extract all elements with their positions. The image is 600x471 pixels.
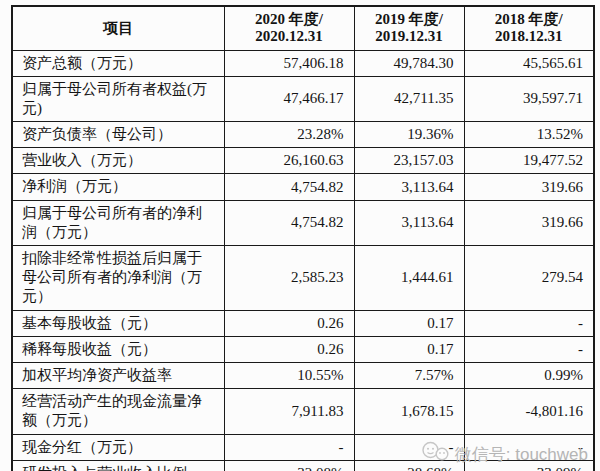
financial-highlights-table: 项目 2020 年度/ 2020.12.31 2019 年度/ 2019.12.… — [11, 5, 595, 471]
cell-2020: 7,911.83 — [224, 389, 354, 434]
header-2020-line1: 2020 年度/ — [229, 11, 350, 28]
cell-2020: 0.26 — [224, 310, 354, 336]
header-2019: 2019 年度/ 2019.12.31 — [354, 6, 464, 50]
row-label: 稀释每股收益（元） — [12, 336, 224, 362]
table-row: 归属于母公司所有者权益(万元) 47,466.17 42,711.35 39,5… — [12, 76, 594, 121]
cell-2018: 279.54 — [464, 246, 594, 311]
watermark: 微信号: touchweb — [421, 441, 588, 467]
table-row: 营业收入（万元） 26,160.63 23,157.03 19,477.52 — [12, 148, 594, 174]
table-header-row: 项目 2020 年度/ 2020.12.31 2019 年度/ 2019.12.… — [12, 6, 594, 50]
table-row: 资产总额（万元） 57,406.18 49,784.30 45,565.61 — [12, 50, 594, 76]
row-label: 经营活动产生的现金流量净额（万元） — [12, 389, 224, 434]
cell-2019: 3,113.64 — [354, 174, 464, 200]
cell-2018: 13.52% — [464, 122, 594, 148]
header-item: 项目 — [12, 6, 224, 50]
cell-2020: 10.55% — [224, 362, 354, 388]
table-row: 经营活动产生的现金流量净额（万元） 7,911.83 1,678.15 -4,8… — [12, 389, 594, 434]
row-label: 研发投入占营业收入比例 — [12, 460, 224, 471]
row-label: 归属于母公司所有者的净利润（万元） — [12, 200, 224, 245]
row-label: 归属于母公司所有者权益(万元) — [12, 76, 224, 121]
cell-2020: - — [224, 434, 354, 460]
cell-2018: 319.66 — [464, 200, 594, 245]
row-label: 营业收入（万元） — [12, 148, 224, 174]
header-item-label: 项目 — [103, 20, 133, 36]
cell-2020: 4,754.82 — [224, 174, 354, 200]
row-label: 基本每股收益（元） — [12, 310, 224, 336]
cell-2020: 0.26 — [224, 336, 354, 362]
cell-2020: 57,406.18 — [224, 50, 354, 76]
cell-2018: 19,477.52 — [464, 148, 594, 174]
row-label: 扣除非经常性损益后归属于母公司所有者的净利润（万元） — [12, 246, 224, 311]
cell-2019: 19.36% — [354, 122, 464, 148]
table-row: 加权平均净资产收益率 10.55% 7.57% 0.99% — [12, 362, 594, 388]
row-label: 现金分红（万元） — [12, 434, 224, 460]
cell-2019: 49,784.30 — [354, 50, 464, 76]
cell-2018: 39,597.71 — [464, 76, 594, 121]
cell-2020: 4,754.82 — [224, 200, 354, 245]
header-2018-line2: 2018.12.31 — [469, 28, 590, 45]
cell-2020: 23.28% — [224, 122, 354, 148]
cell-2019: 0.17 — [354, 310, 464, 336]
row-label: 资产负债率（母公司） — [12, 122, 224, 148]
wechat-icon — [421, 441, 449, 467]
table-row: 基本每股收益（元） 0.26 0.17 - — [12, 310, 594, 336]
header-2019-line1: 2019 年度/ — [359, 11, 460, 28]
row-label: 净利润（万元） — [12, 174, 224, 200]
cell-2019: 1,444.61 — [354, 246, 464, 311]
table-row: 归属于母公司所有者的净利润（万元） 4,754.82 3,113.64 319.… — [12, 200, 594, 245]
cell-2019: 23,157.03 — [354, 148, 464, 174]
cell-2018: -4,801.16 — [464, 389, 594, 434]
cell-2018: 45,565.61 — [464, 50, 594, 76]
cell-2018: 0.99% — [464, 362, 594, 388]
cell-2019: 1,678.15 — [354, 389, 464, 434]
cell-2019: 0.17 — [354, 336, 464, 362]
cell-2018: - — [464, 310, 594, 336]
table-row: 资产负债率（母公司） 23.28% 19.36% 13.52% — [12, 122, 594, 148]
header-2019-line2: 2019.12.31 — [359, 28, 460, 45]
cell-2019: 42,711.35 — [354, 76, 464, 121]
header-2020: 2020 年度/ 2020.12.31 — [224, 6, 354, 50]
row-label: 加权平均净资产收益率 — [12, 362, 224, 388]
cell-2020: 2,585.23 — [224, 246, 354, 311]
wechat-id-text: 微信号: touchweb — [455, 443, 588, 466]
header-2020-line2: 2020.12.31 — [229, 28, 350, 45]
table-row: 稀释每股收益（元） 0.26 0.17 - — [12, 336, 594, 362]
cell-2019: 3,113.64 — [354, 200, 464, 245]
cell-2020: 47,466.17 — [224, 76, 354, 121]
row-label: 资产总额（万元） — [12, 50, 224, 76]
cell-2020: 26,160.63 — [224, 148, 354, 174]
header-2018: 2018 年度/ 2018.12.31 — [464, 6, 594, 50]
table-row: 扣除非经常性损益后归属于母公司所有者的净利润（万元） 2,585.23 1,44… — [12, 246, 594, 311]
table-row: 净利润（万元） 4,754.82 3,113.64 319.66 — [12, 174, 594, 200]
cell-2020: 32.08% — [224, 460, 354, 471]
header-2018-line1: 2018 年度/ — [469, 11, 590, 28]
cell-2018: 319.66 — [464, 174, 594, 200]
cell-2018: - — [464, 336, 594, 362]
cell-2019: 7.57% — [354, 362, 464, 388]
